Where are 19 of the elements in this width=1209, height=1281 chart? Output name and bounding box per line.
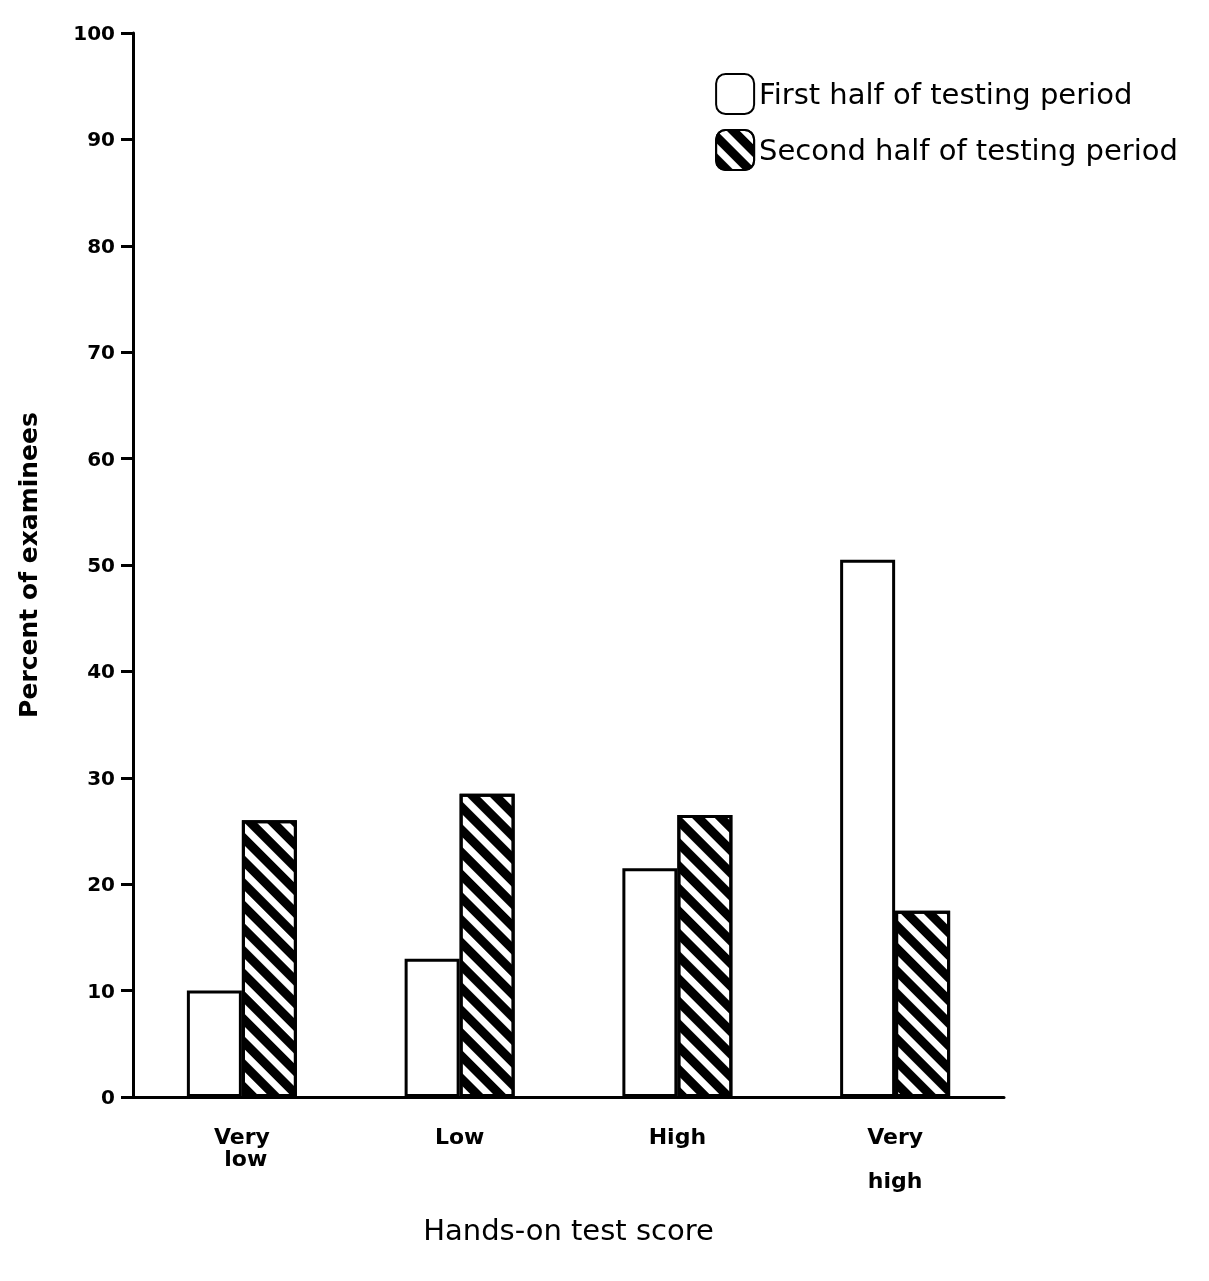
y-tick-label: 90 (87, 127, 115, 152)
x-tick-label: High (648, 1123, 707, 1149)
y-tick-label: 70 (87, 340, 115, 365)
x-tick-label: Very low (213, 1123, 270, 1171)
y-tick-label: 80 (87, 233, 115, 258)
x-tick-label: Low (434, 1123, 485, 1149)
legend-label: Second half of testing period (759, 133, 1178, 167)
y-axis-title: Percent of examinees (14, 412, 43, 718)
y-tick-label: 10 (87, 978, 115, 1003)
y-tick-label: 0 (101, 1085, 115, 1109)
y-tick-label: 40 (87, 659, 115, 684)
y-tick-label: 20 (87, 872, 115, 897)
y-tick-label: 100 (73, 21, 115, 45)
x-tick-label: Very high (867, 1123, 924, 1193)
legend-label: First half of testing period (759, 77, 1133, 111)
y-tick-label: 30 (87, 765, 115, 790)
y-tick-label: 60 (87, 446, 115, 471)
y-tick-label: 50 (87, 553, 115, 577)
x-axis-title: Hands-on test score (423, 1212, 714, 1247)
